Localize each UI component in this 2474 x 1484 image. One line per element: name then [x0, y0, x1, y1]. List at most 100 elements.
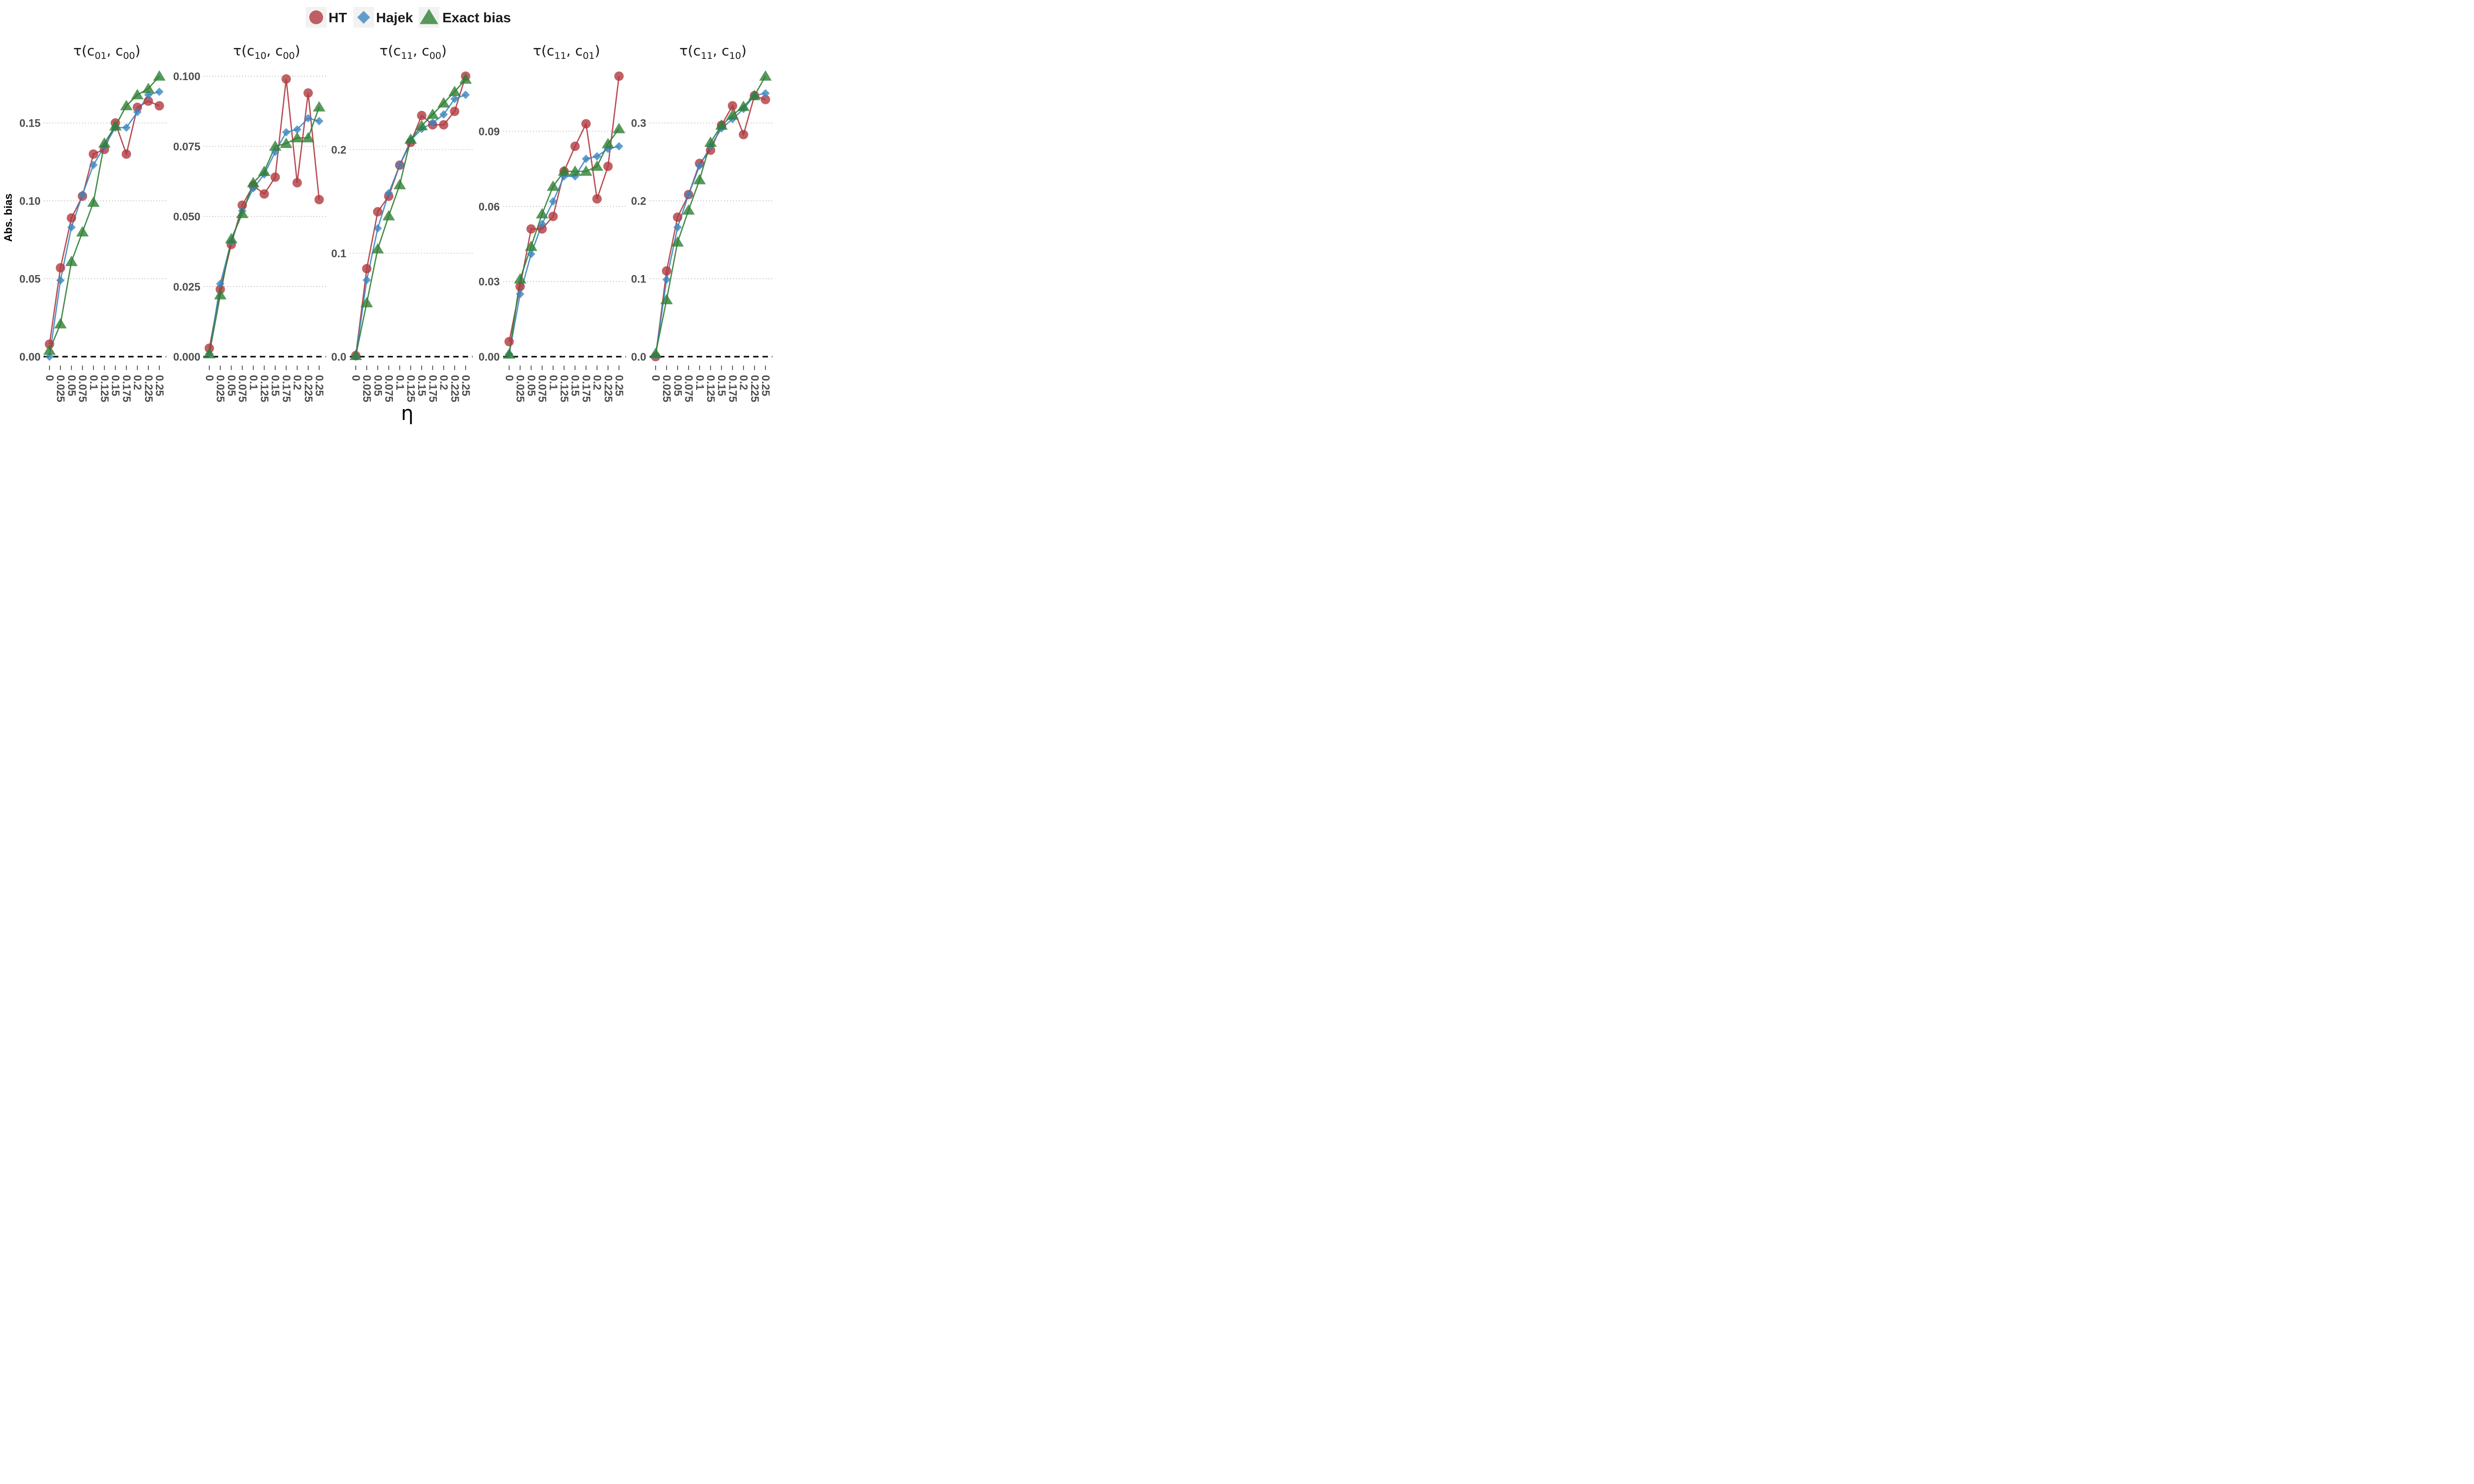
data-point-hajek	[362, 276, 371, 284]
x-tick-label: 0.025	[214, 375, 227, 402]
x-tick-label: 0.025	[54, 375, 67, 402]
data-point-ht	[259, 189, 269, 199]
x-tick-label: 0.2	[591, 375, 604, 390]
x-tick-label: 0.125	[705, 375, 717, 402]
x-tick-label: 0.15	[109, 375, 122, 396]
data-point-ht	[439, 120, 449, 130]
data-point-ht	[292, 178, 302, 187]
x-tick-label: 0.05	[225, 375, 238, 396]
x-tick-label: 0.175	[726, 375, 739, 402]
data-point-hajek	[384, 188, 393, 197]
data-point-hajek	[56, 276, 65, 285]
series-line-exact-bias	[655, 76, 766, 354]
data-point-hajek	[526, 249, 535, 258]
data-point-exact-bias	[291, 132, 304, 142]
series-line-exact-bias	[208, 106, 320, 354]
data-point-ht	[45, 339, 54, 349]
x-tick-label: 0.175	[580, 375, 592, 402]
data-point-hajek	[549, 197, 558, 206]
x-tick-label: 0.225	[449, 375, 461, 402]
data-point-hajek	[122, 123, 131, 132]
legend-label: Exact bias	[442, 10, 511, 25]
data-point-ht	[526, 224, 536, 234]
legend: HT Hajek Exact bias	[306, 7, 511, 28]
x-tick-label: 0.125	[405, 375, 417, 402]
x-tick-label: 0.2	[438, 375, 450, 390]
data-point-exact-bias	[503, 348, 516, 359]
data-point-ht	[133, 102, 143, 112]
data-point-ht	[303, 88, 313, 98]
legend-key-circle	[309, 10, 323, 24]
legend-key-triangle	[420, 9, 438, 24]
data-point-hajek	[304, 114, 313, 123]
x-tick-label: 0.15	[715, 375, 728, 396]
data-point-ht	[121, 149, 131, 159]
data-point-exact-bias	[225, 232, 238, 243]
series-line-exact-bias	[508, 128, 620, 355]
x-tick-label: 0.1	[394, 375, 406, 390]
panel-title: τ(c11, c10)	[679, 43, 747, 61]
y-tick-label: 0.06	[478, 200, 500, 213]
legend-key-diamond	[357, 11, 370, 24]
data-point-ht	[727, 101, 737, 111]
data-point-exact-bias	[258, 165, 271, 176]
data-point-hajek	[293, 125, 302, 134]
panel-4: 0.000.030.060.0900.0250.050.0750.10.1250…	[478, 43, 626, 402]
data-point-exact-bias	[98, 137, 111, 148]
series-line-exact-bias	[48, 76, 160, 351]
data-point-ht	[238, 200, 247, 210]
data-point-exact-bias	[671, 236, 684, 247]
data-point-exact-bias	[547, 180, 560, 191]
y-tick-label: 0.0	[331, 351, 346, 363]
data-point-hajek	[673, 223, 682, 232]
data-point-hajek	[78, 190, 87, 199]
series-line-ht	[208, 79, 320, 349]
x-tick-label: 0.075	[683, 375, 695, 402]
data-point-exact-bias	[579, 165, 592, 176]
legend-label: Hajek	[376, 10, 413, 25]
data-point-hajek	[216, 279, 225, 288]
x-tick-label: 0.25	[460, 375, 472, 396]
data-point-exact-bias	[120, 99, 133, 110]
x-tick-label: 0.225	[302, 375, 315, 402]
y-tick-label: 0.075	[173, 140, 200, 153]
data-point-ht	[581, 119, 591, 129]
data-point-hajek	[695, 161, 704, 170]
data-point-hajek	[593, 152, 602, 161]
x-tick-label: 0.25	[613, 375, 625, 396]
data-point-hajek	[439, 110, 448, 119]
data-point-ht	[450, 106, 460, 116]
data-point-ht	[504, 337, 514, 347]
data-point-hajek	[395, 161, 404, 170]
data-point-exact-bias	[591, 160, 604, 171]
data-point-ht	[270, 172, 280, 182]
x-tick-label: 0.025	[661, 375, 673, 402]
y-tick-label: 0.00	[478, 351, 500, 363]
data-point-ht	[55, 263, 65, 273]
data-point-hajek	[155, 88, 164, 96]
data-point-hajek	[662, 275, 671, 284]
y-tick-label: 0.2	[331, 144, 346, 156]
data-point-exact-bias	[393, 179, 406, 189]
data-point-exact-bias	[76, 226, 89, 236]
data-point-exact-bias	[682, 204, 695, 215]
data-point-exact-bias	[54, 318, 67, 328]
x-tick-label: 0	[650, 375, 662, 381]
x-tick-label: 0.075	[536, 375, 549, 402]
data-point-exact-bias	[536, 208, 549, 219]
panel-title: τ(c11, c00)	[380, 43, 447, 61]
chart-figure: HT Hajek Exact bias 0.000.050.100.1500.025…	[2, 7, 772, 425]
data-point-ht	[417, 111, 427, 121]
data-point-ht	[570, 141, 580, 151]
x-tick-label: 0.175	[280, 375, 292, 402]
data-point-exact-bias	[459, 73, 472, 84]
data-point-ht	[373, 207, 382, 217]
x-axis-label: η	[401, 402, 413, 425]
y-tick-label: 0.000	[173, 351, 200, 363]
y-tick-label: 0.15	[19, 117, 41, 130]
data-point-exact-bias	[280, 138, 292, 148]
y-tick-label: 0.05	[19, 273, 41, 285]
data-point-exact-bias	[65, 255, 78, 266]
legend-item-exact-bias: Exact bias	[419, 7, 511, 28]
data-point-exact-bias	[153, 70, 166, 81]
